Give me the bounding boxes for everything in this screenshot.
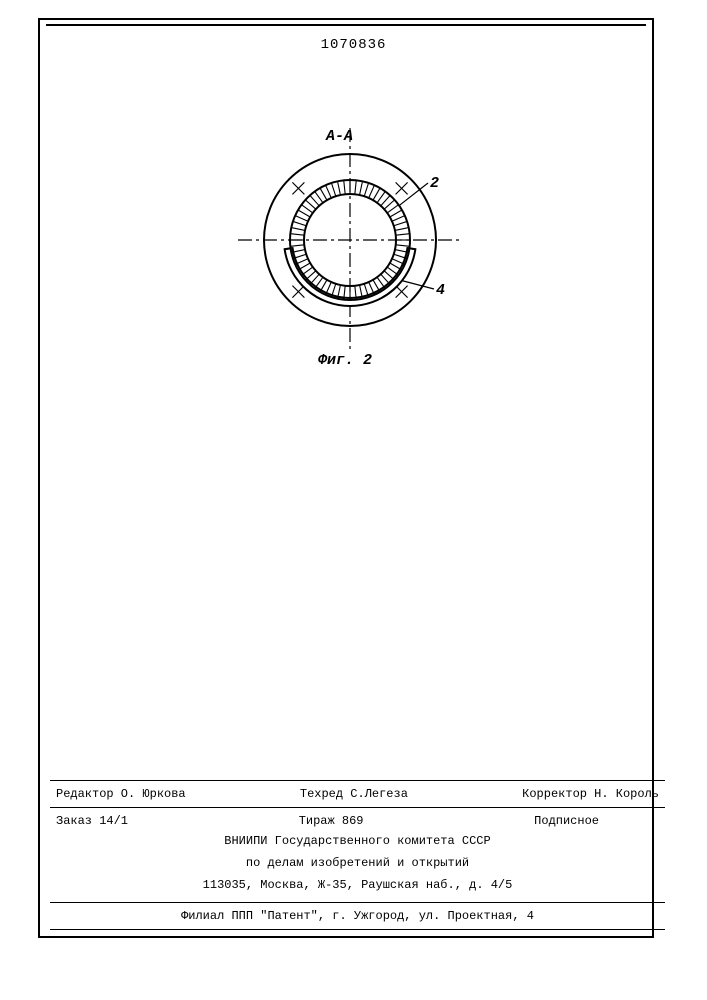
org-line-1: ВНИИПИ Государственного комитета СССР [56, 830, 659, 852]
tiraj: Тираж 869 [299, 812, 364, 830]
branch: Филиал ППП "Патент", г. Ужгород, ул. Про… [50, 902, 665, 930]
subscription: Подписное [534, 812, 599, 830]
corrector: Корректор Н. Король [522, 785, 659, 803]
footer-order-block: Заказ 14/1 Тираж 869 Подписное ВНИИПИ Го… [50, 807, 665, 900]
address: 113035, Москва, Ж-35, Раушская наб., д. … [56, 874, 659, 896]
callout-4: 4 [436, 282, 445, 299]
editor: Редактор О. Юркова [56, 785, 186, 803]
cross-section-diagram [0, 0, 707, 500]
techred: Техред С.Легеза [300, 785, 408, 803]
footer: Редактор О. Юркова Техред С.Легеза Корре… [50, 780, 665, 930]
callout-2: 2 [430, 175, 439, 192]
order: Заказ 14/1 [56, 812, 128, 830]
figure-caption: Фиг. 2 [318, 352, 372, 369]
org-line-2: по делам изобретений и открытий [56, 852, 659, 874]
footer-credits: Редактор О. Юркова Техред С.Легеза Корре… [50, 780, 665, 807]
